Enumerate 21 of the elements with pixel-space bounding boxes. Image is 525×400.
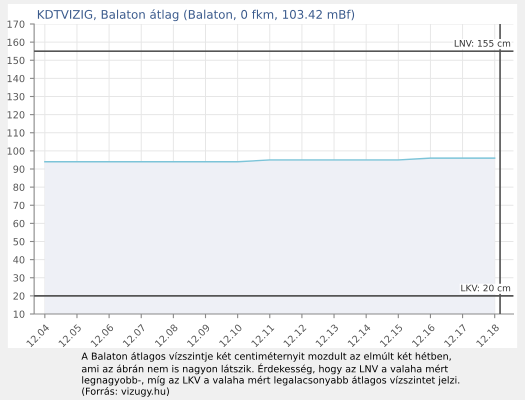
y-tick-label: 40 xyxy=(13,256,24,264)
y-tick-label: 60 xyxy=(13,220,24,228)
y-tick-label: 140 xyxy=(8,74,24,82)
y-tick-label: 20 xyxy=(13,292,24,300)
y-tick-label: 50 xyxy=(13,238,24,246)
y-tick-label: 80 xyxy=(13,184,24,191)
y-tick-label: 170 xyxy=(8,20,24,28)
y-tick-label: 100 xyxy=(8,147,24,155)
chart-title: KDTVIZIG, Balaton átlag (Balaton, 0 fkm, 103.42 mBf) xyxy=(38,9,354,22)
y-tick-label: 150 xyxy=(8,56,24,64)
y-tick-label: 30 xyxy=(13,274,24,282)
y-tick-label: 120 xyxy=(8,111,24,118)
y-tick-label: 110 xyxy=(8,129,24,137)
y-tick-label: 160 xyxy=(8,38,24,46)
y-tick-label: 70 xyxy=(14,202,24,210)
ref-line-label: LKV: 20 cm xyxy=(461,284,510,292)
y-tick-label: 90 xyxy=(13,165,24,173)
y-tick-label: 130 xyxy=(8,92,24,100)
y-tick-label: 10 xyxy=(14,310,24,318)
text: A Balaton átlagos vízszintje két centiméternyit mozdult az elmúlt két hétben, ami az ábrán nem is nagyon látszik. Érdekesség, hogy az LNV a valaha mért legnagyobb-, míg az LKV a valaha mért legalacsonyabb átlagos vízszintet jelzi. (Forrás: vizugy.hu) xyxy=(81,352,460,397)
ref-line-label: LNV: 155 cm xyxy=(454,40,510,47)
